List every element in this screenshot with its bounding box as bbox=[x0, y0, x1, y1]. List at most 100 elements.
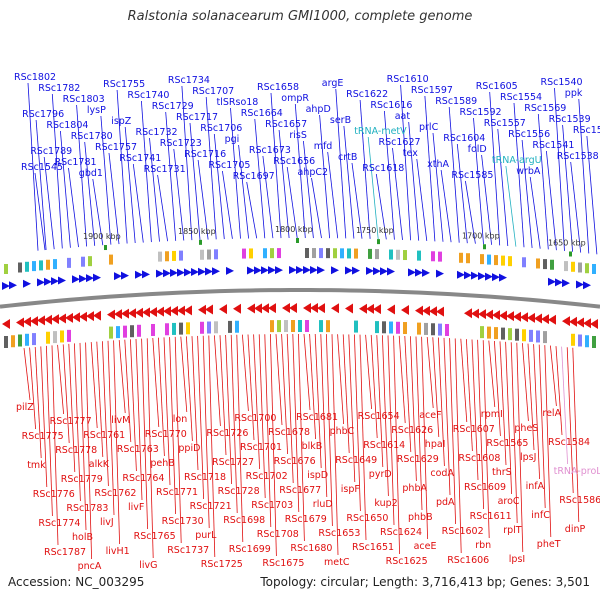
forward-gene-label: RSc1789 bbox=[30, 146, 72, 157]
forward-gene-label: ahpD bbox=[306, 104, 331, 115]
forward-label-connector bbox=[27, 82, 39, 251]
reverse-gene-label: RSc1629 bbox=[397, 454, 439, 465]
feature-category-block bbox=[508, 328, 512, 341]
reverse-label-connector bbox=[370, 334, 378, 439]
forward-gene-label: RSc1664 bbox=[241, 108, 283, 119]
feature-category-block bbox=[186, 322, 190, 335]
reverse-label-connector bbox=[510, 342, 518, 524]
reverse-gene-label: RSc1708 bbox=[257, 529, 299, 540]
reverse-label-connector bbox=[180, 336, 188, 413]
forward-gene-label: RSc1732 bbox=[136, 127, 178, 138]
forward-label-connector bbox=[521, 139, 533, 248]
forward-gene-label: ispZ bbox=[111, 116, 132, 127]
forward-label-connector bbox=[222, 170, 233, 239]
forward-gene-arrow bbox=[51, 277, 59, 286]
forward-label-connector bbox=[294, 103, 306, 239]
feature-category-block bbox=[375, 249, 379, 260]
reverse-label-connector bbox=[292, 333, 300, 513]
forward-gene-arrow bbox=[345, 266, 353, 275]
feature-category-block bbox=[4, 263, 8, 274]
feature-category-block bbox=[67, 329, 71, 342]
forward-gene-label: RSc1731 bbox=[144, 164, 186, 175]
feature-category-block bbox=[228, 320, 232, 333]
forward-gene-arrow bbox=[184, 268, 192, 277]
forward-gene-label: RSc1705 bbox=[208, 160, 250, 171]
reverse-gene-label: RSc1611 bbox=[470, 511, 512, 522]
feature-category-block bbox=[585, 335, 589, 348]
forward-gene-label: RSc1605 bbox=[476, 81, 518, 92]
reverse-label-connector bbox=[107, 340, 115, 516]
reverse-label-connector bbox=[342, 334, 350, 454]
reverse-label-connector bbox=[522, 343, 529, 422]
reverse-label-connector bbox=[90, 342, 98, 429]
forward-gene-label: RSc1717 bbox=[176, 112, 218, 123]
reverse-label-connector bbox=[482, 340, 490, 539]
reverse-gene-arrow bbox=[37, 315, 45, 326]
reverse-gene-label: RSc1608 bbox=[458, 453, 500, 464]
reverse-label-connector bbox=[572, 347, 580, 523]
forward-gene-arrow bbox=[247, 266, 255, 275]
scale-tick-mark bbox=[296, 238, 299, 244]
reverse-gene-label: RSc1764 bbox=[122, 473, 164, 484]
reverse-gene-label: RSc1700 bbox=[234, 413, 276, 424]
reverse-gene-label: pdA bbox=[436, 497, 455, 508]
forward-label-connector bbox=[173, 148, 185, 241]
feature-category-block bbox=[494, 255, 498, 266]
reverse-label-connector bbox=[219, 335, 227, 456]
reverse-gene-label: livG bbox=[139, 560, 157, 571]
feature-category-block bbox=[277, 248, 281, 259]
reverse-label-connector bbox=[124, 339, 132, 443]
reverse-gene-label: RSc1649 bbox=[335, 455, 377, 466]
forward-gene-label: RSc1740 bbox=[127, 90, 169, 101]
reverse-gene-arrow bbox=[331, 303, 339, 314]
reverse-gene-label: pheT bbox=[537, 539, 561, 550]
reverse-label-connector bbox=[527, 343, 535, 451]
scale-tick-label: 1750 kbp bbox=[356, 226, 394, 235]
scale-tick-label: 1700 kbp bbox=[462, 231, 500, 240]
reverse-label-connector bbox=[113, 340, 120, 545]
reverse-gene-label: purL bbox=[195, 530, 217, 541]
feature-category-block bbox=[431, 323, 435, 336]
reverse-gene-label: kup2 bbox=[374, 498, 397, 509]
reverse-gene-label: RSc1777 bbox=[50, 416, 92, 427]
forward-label-connector bbox=[213, 133, 225, 240]
reverse-label-connector bbox=[331, 334, 339, 556]
feature-category-block bbox=[375, 321, 379, 334]
reverse-gene-label: tRNA-proL bbox=[554, 466, 600, 477]
forward-gene-label: RSc1557 bbox=[484, 118, 526, 129]
feature-category-block bbox=[515, 328, 519, 341]
reverse-gene-arrow bbox=[541, 314, 549, 325]
reverse-label-connector bbox=[242, 334, 249, 412]
forward-gene-arrow bbox=[114, 272, 122, 281]
forward-gene-label: RSc1803 bbox=[63, 94, 105, 105]
reverse-gene-arrow bbox=[569, 316, 577, 327]
scale-tick-mark bbox=[377, 239, 380, 245]
scale-tick-label: 1650 kbp bbox=[548, 238, 586, 247]
forward-gene-arrow bbox=[268, 266, 276, 275]
reverse-gene-arrow bbox=[485, 309, 493, 320]
reverse-gene-label: RSc1778 bbox=[55, 445, 97, 456]
forward-gene-label: RSc1656 bbox=[273, 156, 315, 167]
feature-category-block bbox=[172, 250, 176, 261]
reverse-gene-label: RSc1763 bbox=[117, 444, 159, 455]
feature-arcs bbox=[2, 248, 598, 348]
forward-label-connector bbox=[432, 132, 444, 242]
feature-category-block bbox=[25, 333, 29, 346]
forward-gene-arrow bbox=[331, 266, 339, 275]
forward-gene-arrow bbox=[387, 267, 395, 276]
reverse-label-connector bbox=[488, 340, 496, 408]
feature-category-block bbox=[326, 248, 330, 259]
forward-gene-label: RSc1616 bbox=[370, 100, 412, 111]
forward-gene-label: tRNA-argU bbox=[492, 155, 542, 166]
feature-category-block bbox=[431, 251, 435, 262]
reverse-gene-label: dinP bbox=[565, 524, 586, 535]
forward-label-connector bbox=[230, 107, 241, 239]
reverse-gene-arrow bbox=[415, 305, 423, 316]
reverse-label-connector bbox=[398, 335, 406, 424]
genome-summary-text: Topology: circular; Length: 3,716,413 bp… bbox=[260, 575, 590, 589]
reverse-gene-label: RSc1776 bbox=[33, 489, 75, 500]
forward-gene-arrow bbox=[135, 270, 143, 279]
reverse-label-connector bbox=[471, 339, 479, 481]
feature-category-block bbox=[382, 321, 386, 334]
